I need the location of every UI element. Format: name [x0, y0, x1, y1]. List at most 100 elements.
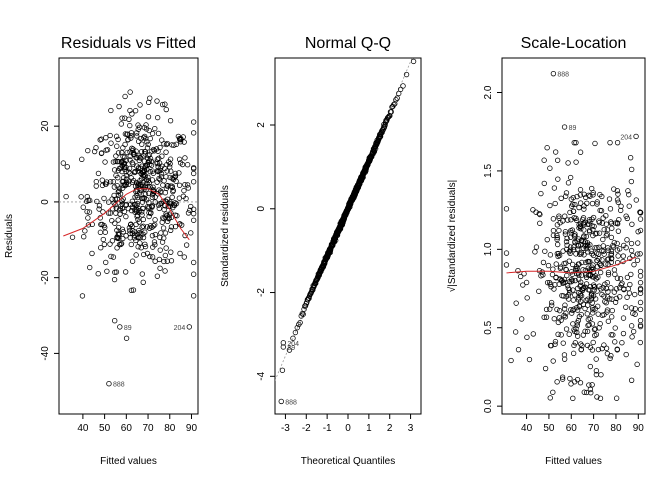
data-point: [169, 194, 175, 200]
data-point: [146, 180, 152, 186]
y-tick-label: 1.5: [483, 164, 494, 178]
data-point: [164, 140, 170, 147]
x-tick-label: 50: [99, 423, 111, 434]
data-point: [554, 222, 561, 228]
x-tick-label: 40: [77, 423, 89, 434]
data-point: [515, 268, 521, 274]
data-point: [570, 287, 576, 293]
data-point: [584, 240, 591, 246]
data-point: [115, 189, 121, 195]
data-point: [626, 203, 632, 209]
data-point: [554, 236, 560, 243]
data-point: [549, 271, 556, 278]
data-point: [147, 95, 153, 101]
y-axis-label: √|Standardized residuals|: [446, 180, 458, 292]
data-point: [581, 206, 587, 212]
data-point: [563, 266, 569, 273]
data-point: [144, 145, 151, 151]
data-point: [379, 129, 385, 135]
data-point: [598, 262, 604, 268]
data-point: [580, 332, 587, 338]
data-point: [552, 200, 558, 207]
data-point: [126, 116, 132, 122]
data-point: [154, 168, 161, 174]
data-point: [577, 220, 584, 227]
data-point: [85, 147, 91, 154]
data-point: [618, 203, 624, 209]
data-point: [120, 182, 126, 188]
data-point: [584, 302, 591, 308]
data-point: [109, 217, 115, 224]
data-point: [543, 306, 550, 313]
data-point: [533, 244, 540, 250]
data-point: [141, 251, 147, 258]
data-point: [139, 141, 145, 147]
plot-frame: [274, 57, 422, 415]
data-point: [155, 148, 161, 154]
data-point: [588, 292, 595, 298]
data-point: [603, 300, 609, 306]
outlier-point: [278, 398, 284, 405]
chart-title: Scale-Location: [521, 35, 627, 52]
data-point: [162, 252, 168, 259]
data-point: [614, 188, 621, 194]
data-point: [582, 239, 588, 245]
data-point: [590, 226, 596, 233]
data-point: [617, 276, 624, 282]
data-point: [190, 271, 197, 277]
data-point: [556, 307, 563, 314]
data-point: [103, 181, 109, 187]
data-point: [112, 220, 118, 226]
data-point: [149, 224, 155, 230]
data-point: [614, 275, 621, 281]
data-point: [600, 243, 606, 249]
data-point: [152, 231, 159, 238]
outlier-label: 89: [569, 125, 577, 132]
data-point: [156, 256, 163, 263]
data-point: [563, 190, 570, 196]
data-point: [563, 310, 569, 316]
data-point: [107, 179, 114, 185]
data-point: [95, 271, 101, 277]
data-point: [102, 159, 108, 165]
data-point: [190, 217, 197, 223]
data-point: [141, 174, 147, 180]
data-point: [115, 192, 122, 198]
data-point: [127, 153, 133, 159]
data-point: [182, 181, 188, 188]
data-point: [132, 209, 138, 215]
data-point: [149, 233, 156, 239]
data-point: [96, 206, 102, 212]
data-point: [130, 146, 136, 152]
data-point: [564, 235, 570, 242]
data-point: [596, 218, 602, 224]
data-point: [503, 206, 510, 212]
data-point: [163, 245, 169, 251]
data-point: [586, 267, 593, 273]
data-point: [160, 225, 167, 231]
data-point: [589, 216, 595, 222]
data-point: [570, 208, 577, 215]
y-tick-label: -20: [40, 270, 51, 285]
data-point: [146, 210, 152, 216]
data-point: [590, 262, 596, 268]
outlier-point: [550, 71, 557, 77]
data-point: [637, 339, 643, 346]
data-point: [579, 343, 585, 349]
data-point: [615, 191, 621, 197]
data-point: [128, 130, 135, 136]
data-point: [590, 252, 597, 259]
data-point: [167, 118, 174, 124]
data-point: [140, 216, 147, 223]
data-point: [625, 188, 631, 194]
data-point: [297, 319, 303, 326]
outlier-point: [633, 133, 639, 140]
data-point: [130, 228, 136, 234]
y-tick-label: 0: [40, 199, 51, 205]
data-point: [105, 210, 112, 216]
chart-title: Residuals vs Fitted: [61, 35, 196, 52]
data-point: [114, 143, 120, 149]
data-point: [89, 250, 95, 257]
data-point: [118, 159, 125, 166]
data-point: [618, 282, 624, 288]
